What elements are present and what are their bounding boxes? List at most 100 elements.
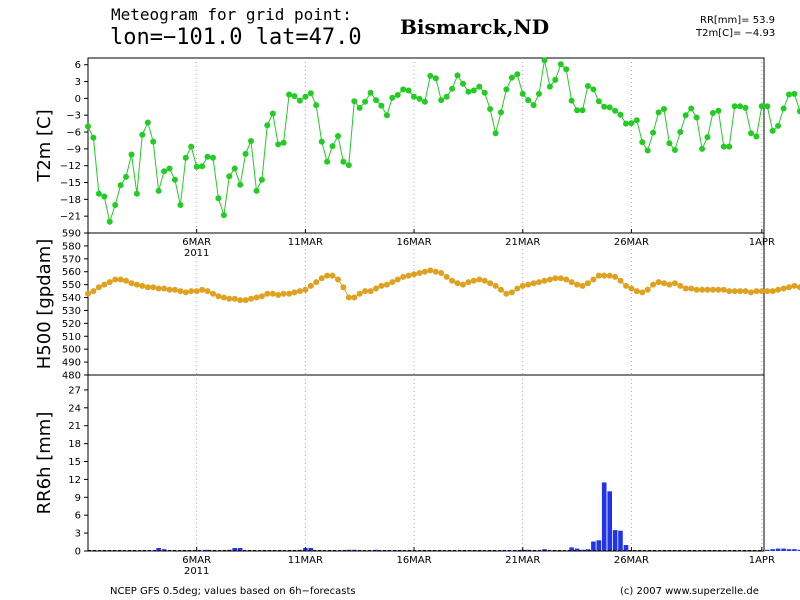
precip-bar [607,491,612,551]
x-tick-label: 16MAR [396,237,431,248]
data-point [454,280,461,287]
data-point [693,286,700,293]
data-point [324,272,331,279]
data-point [161,285,168,292]
data-point [514,71,521,78]
y-tick-label: 510 [62,332,81,343]
data-point [155,187,162,194]
data-point [525,97,532,104]
data-point [758,288,765,295]
data-point [90,134,97,141]
precip-bar [585,549,591,551]
x-tick-label: 11MAR [288,237,323,248]
data-point [438,270,445,276]
data-point [617,277,624,284]
data-point [373,285,379,292]
data-point [367,89,374,96]
data-point [329,272,336,279]
data-point [400,86,407,93]
data-point [405,87,412,94]
data-point [655,109,662,116]
y-axis-label: H500 [gpdam] [34,239,55,370]
data-point [737,103,744,110]
precip-bar [797,549,800,551]
precip-bar [232,548,237,551]
precip-bar [623,545,629,551]
data-point [443,273,450,280]
rr6h-panel: 0 3 6 9 12 15 18 21 24 27 RR6h [mm] [34,374,800,558]
data-point [508,74,515,81]
data-point [237,181,244,188]
data-point [769,127,776,134]
data-point [362,98,369,105]
precip-bar [792,549,797,551]
rr-summary: RR[mm]= 53.9 [700,15,775,26]
series-line [87,60,800,224]
data-point [737,288,744,295]
precip-bar [145,550,151,552]
data-point [481,277,488,284]
data-point [378,282,385,289]
data-point [329,143,336,150]
data-point [498,286,504,293]
data-point [199,163,206,170]
data-point [373,97,379,104]
data-point [215,293,222,300]
data-point [237,297,244,304]
y-tick-label: −21 [60,212,81,223]
data-point [557,61,564,68]
data-point [731,288,738,295]
y-tick-label: 530 [62,306,81,317]
data-point [606,272,613,279]
data-point [769,288,776,295]
data-point [356,104,363,111]
data-point [318,275,325,282]
data-point [280,139,287,146]
credit: (c) 2007 www.superzelle.de [620,586,759,597]
data-point [465,279,472,286]
data-point [335,276,341,283]
data-point [715,286,722,293]
data-point [231,295,238,302]
data-point [590,86,597,93]
y-tick-label: 500 [62,345,81,356]
data-point [726,143,733,150]
data-point [106,218,113,225]
data-point [438,97,445,104]
data-point [356,290,363,297]
data-point [345,294,352,301]
data-point [193,163,200,170]
data-point [650,281,657,288]
title-line2: lon=−101.0 lat=47.0 [110,25,362,50]
data-point [345,162,352,169]
data-point [677,129,684,135]
data-point [699,286,706,293]
y-tick-label: −3 [66,111,81,122]
data-point [367,288,374,295]
data-point [210,154,216,161]
data-point [709,110,716,116]
data-point [335,133,341,139]
data-point [128,151,135,158]
y-tick-label: 480 [62,371,81,382]
data-point [775,286,782,293]
precip-bar [612,530,618,551]
data-point [416,95,423,102]
data-point [465,88,472,95]
data-point [623,120,629,127]
data-point [85,290,91,297]
data-point [133,190,140,197]
data-point [117,276,124,283]
data-point [378,102,385,109]
data-point [552,275,559,282]
data-point [639,289,646,296]
x-tick-label: 26MAR [614,237,649,248]
data-point [498,109,504,116]
data-point [340,158,347,165]
data-point [628,120,635,127]
data-point [351,98,358,105]
data-point [242,150,249,157]
data-point [177,202,184,208]
data-point [579,107,586,114]
y-tick-label: 9 [75,493,81,504]
